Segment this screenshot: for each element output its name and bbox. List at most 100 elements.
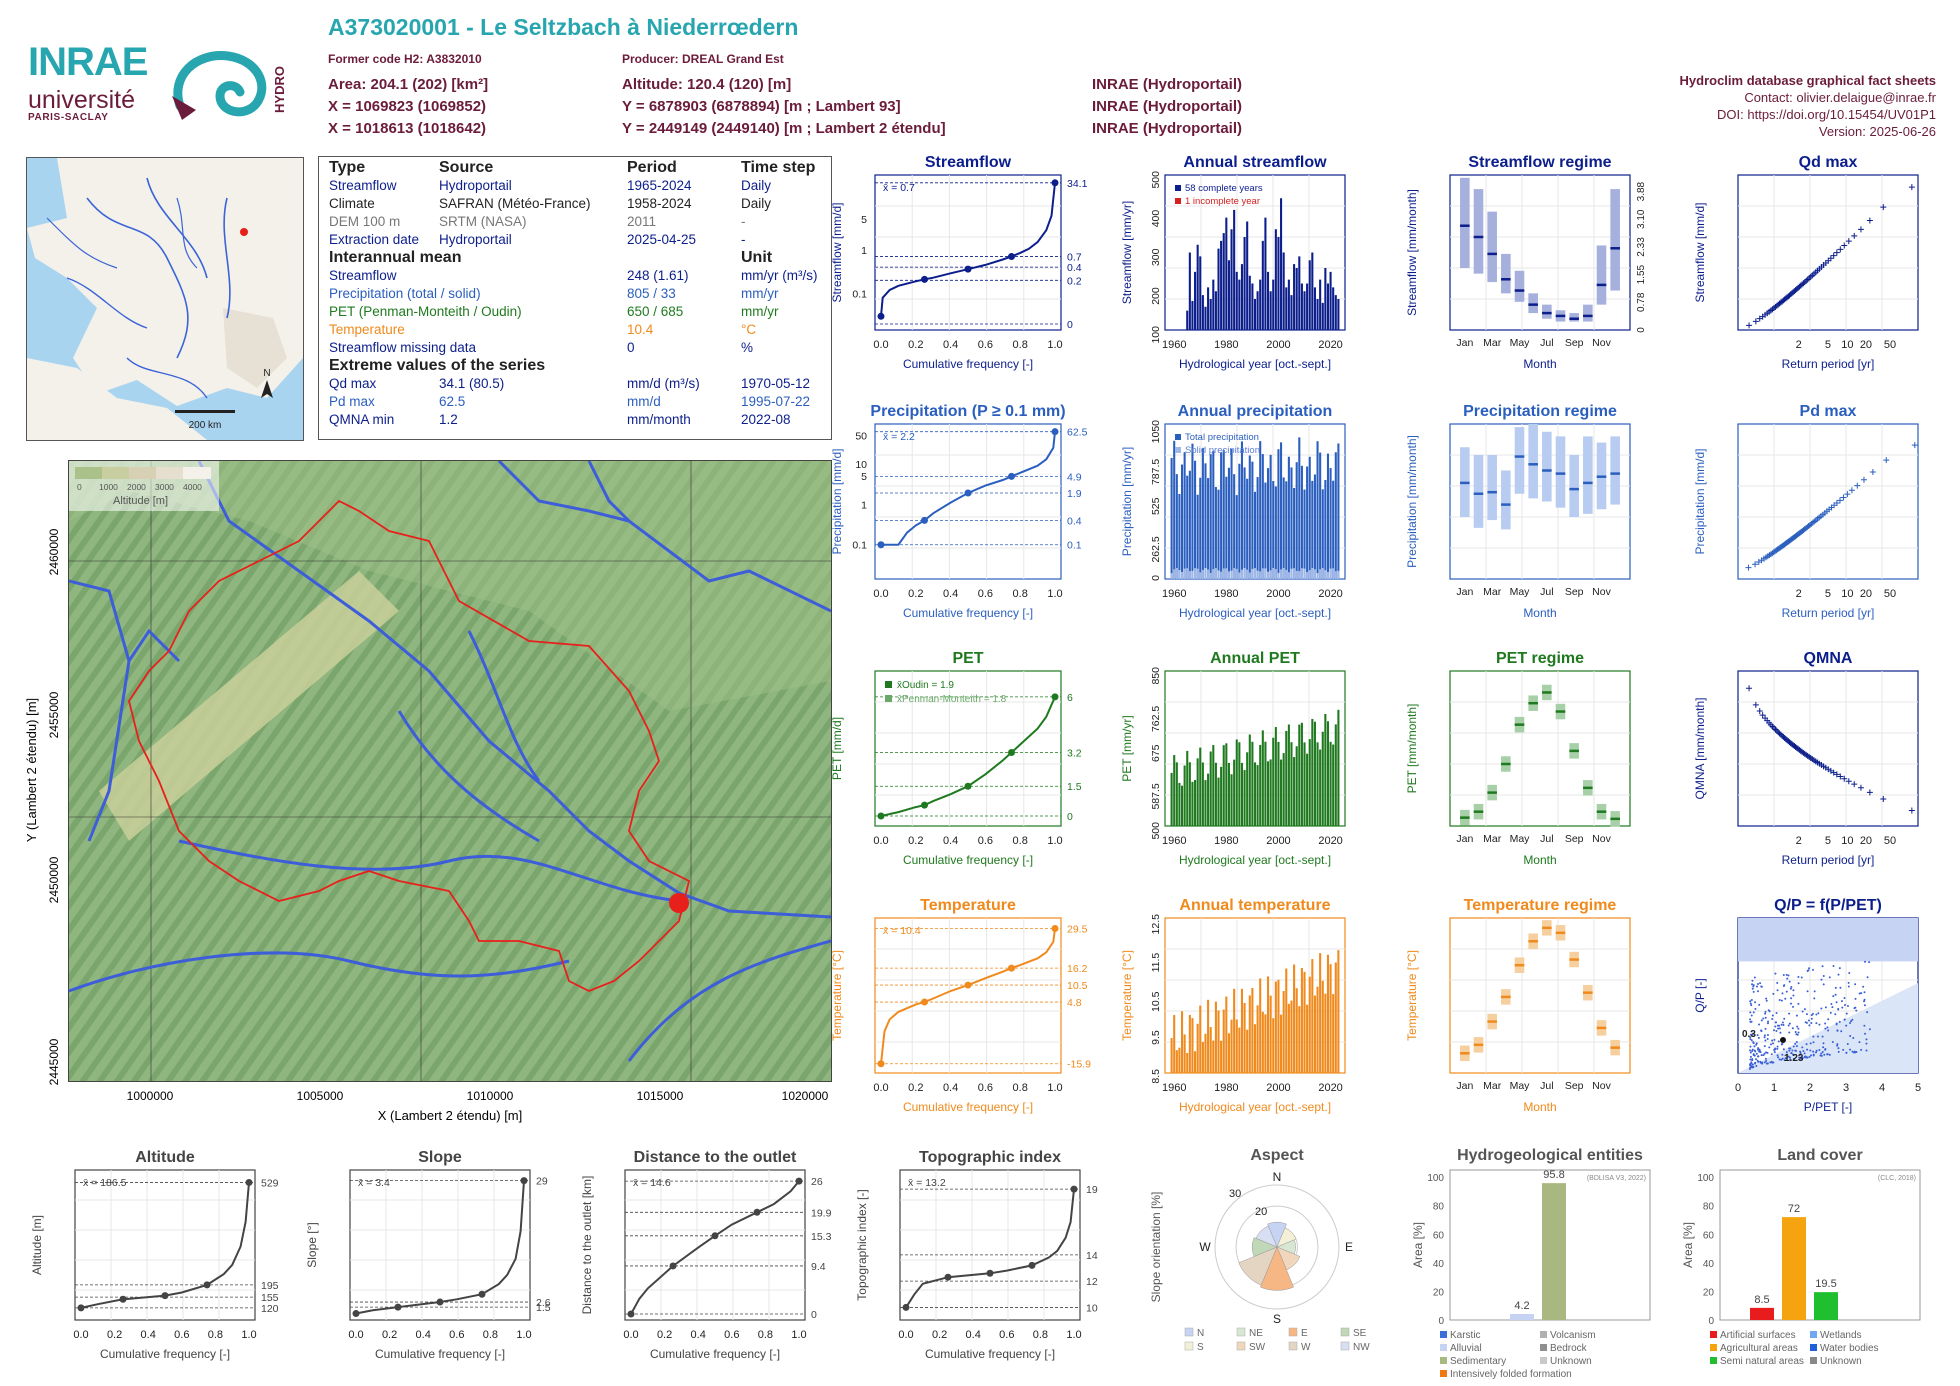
qp-point xyxy=(1826,1026,1829,1029)
x-tick: 1000000 xyxy=(127,1089,174,1103)
x-lambert2: X = 1018613 (1018642) xyxy=(328,120,487,137)
right-tick: 3.88 xyxy=(1636,181,1647,201)
legend-swatch xyxy=(1710,1344,1717,1351)
qp-point xyxy=(1868,961,1871,964)
annual-bar xyxy=(1251,741,1254,826)
right-tick: 0 xyxy=(1636,327,1647,333)
annual-bar xyxy=(1194,779,1197,826)
x-tick: 1005000 xyxy=(297,1089,344,1103)
scale-label: 200 km xyxy=(189,420,222,431)
annual-bar xyxy=(1248,275,1251,330)
qp-point xyxy=(1840,1000,1843,1003)
row-period: 1958-2024 xyxy=(627,196,692,211)
annual-bar xyxy=(1201,447,1204,579)
qp-point xyxy=(1781,1021,1784,1024)
annual-bar xyxy=(1240,264,1244,330)
annual-bar xyxy=(1230,774,1233,826)
qp-point xyxy=(1790,986,1793,989)
qp-point xyxy=(1784,997,1787,1000)
x-tick: 0.0 xyxy=(873,588,888,600)
annual-bar xyxy=(1293,757,1296,826)
return-point xyxy=(1770,725,1777,732)
x-tick: 0.4 xyxy=(943,1082,958,1094)
qp-point xyxy=(1803,1008,1806,1011)
annual-bar xyxy=(1311,718,1314,826)
mean-unit: mm/yr xyxy=(741,304,779,319)
annual-bar xyxy=(1269,291,1272,330)
qp-point xyxy=(1755,1064,1758,1067)
x-tick: 0.8 xyxy=(1013,835,1028,847)
annual-bar xyxy=(1264,482,1267,579)
quantile-label: 19 xyxy=(1086,1184,1098,1196)
qp-point xyxy=(1811,968,1814,971)
qp-point xyxy=(1751,983,1754,986)
legend-label: Solid precipitation xyxy=(1185,445,1260,456)
qp-point xyxy=(1834,993,1837,996)
qp-point xyxy=(1824,1048,1827,1051)
hydro-logo xyxy=(172,51,267,120)
qp-point xyxy=(1835,1001,1838,1004)
mean-label: x̄ = 0.7 xyxy=(883,182,915,194)
x-tick: 0.8 xyxy=(1013,339,1028,351)
month-tick: Nov xyxy=(1592,1080,1611,1092)
y-tick: 40 xyxy=(1433,1259,1445,1270)
qp-point xyxy=(1822,1042,1825,1045)
secondary-bar xyxy=(1191,570,1194,579)
quantile-point xyxy=(520,1177,528,1185)
x-tick: 0.6 xyxy=(174,1329,189,1341)
y-tick: 80 xyxy=(1703,1202,1715,1213)
annual-bar xyxy=(1199,1005,1202,1073)
annual-bar xyxy=(1334,962,1337,1073)
qp-point xyxy=(1780,1043,1783,1046)
qp-point xyxy=(1759,1051,1762,1054)
qp-point xyxy=(1818,1023,1821,1026)
mean-label: x̄ = 3.4 xyxy=(358,1177,390,1189)
compass-label: N xyxy=(1273,1170,1282,1184)
x-tick: 1010000 xyxy=(467,1089,514,1103)
quantile-point xyxy=(877,312,885,320)
qp-point xyxy=(1830,1002,1833,1005)
qp-point xyxy=(1779,1031,1782,1034)
chart-title: PET xyxy=(952,650,983,667)
x-tick: 10 xyxy=(1841,339,1853,351)
qp-point xyxy=(1751,987,1754,990)
annual-bar xyxy=(1238,742,1241,826)
annual-bar xyxy=(1259,279,1262,330)
annual-bar xyxy=(1214,487,1217,579)
y-axis-label: Y (Lambert 2 étendu) [m] xyxy=(24,698,39,842)
legend-label: SW xyxy=(1249,1342,1266,1353)
annual-bar xyxy=(1329,964,1332,1073)
annual-bar xyxy=(1191,443,1194,579)
legend-swatch xyxy=(1440,1370,1447,1377)
secondary-bar xyxy=(1220,571,1223,579)
return-point xyxy=(1866,789,1873,796)
source-label: (BDLISA V3, 2022) xyxy=(1587,1175,1646,1182)
qp-point xyxy=(1771,1014,1774,1017)
row-period: 2025-04-25 xyxy=(627,232,697,247)
secondary-bar xyxy=(1201,569,1204,579)
annual-bar xyxy=(1238,1027,1241,1073)
month-tick: Jul xyxy=(1540,337,1553,349)
x-tick: 2020 xyxy=(1318,339,1342,351)
qp-point xyxy=(1773,1051,1776,1054)
regime-box xyxy=(1583,304,1593,322)
annual-bar xyxy=(1303,742,1306,826)
qp-point xyxy=(1809,1054,1812,1057)
legend-swatch xyxy=(1175,198,1181,204)
legend-swatch xyxy=(1184,1341,1194,1351)
qp-point xyxy=(1836,1044,1839,1047)
qp-point xyxy=(1821,1050,1824,1053)
qp-point xyxy=(1865,1042,1868,1045)
annual-bar xyxy=(1207,999,1210,1073)
x-tick: 4 xyxy=(1879,1082,1885,1094)
mean-label: Streamflow missing data xyxy=(329,340,477,355)
extreme-title: Extreme values of the series xyxy=(329,357,546,374)
secondary-bar xyxy=(1300,568,1303,579)
return-point xyxy=(1837,246,1844,253)
qp-point xyxy=(1806,1056,1809,1059)
university-logo: université xyxy=(28,86,135,114)
north-label: N xyxy=(263,368,270,379)
quantile-point xyxy=(161,1292,169,1300)
qp-point xyxy=(1800,976,1803,979)
